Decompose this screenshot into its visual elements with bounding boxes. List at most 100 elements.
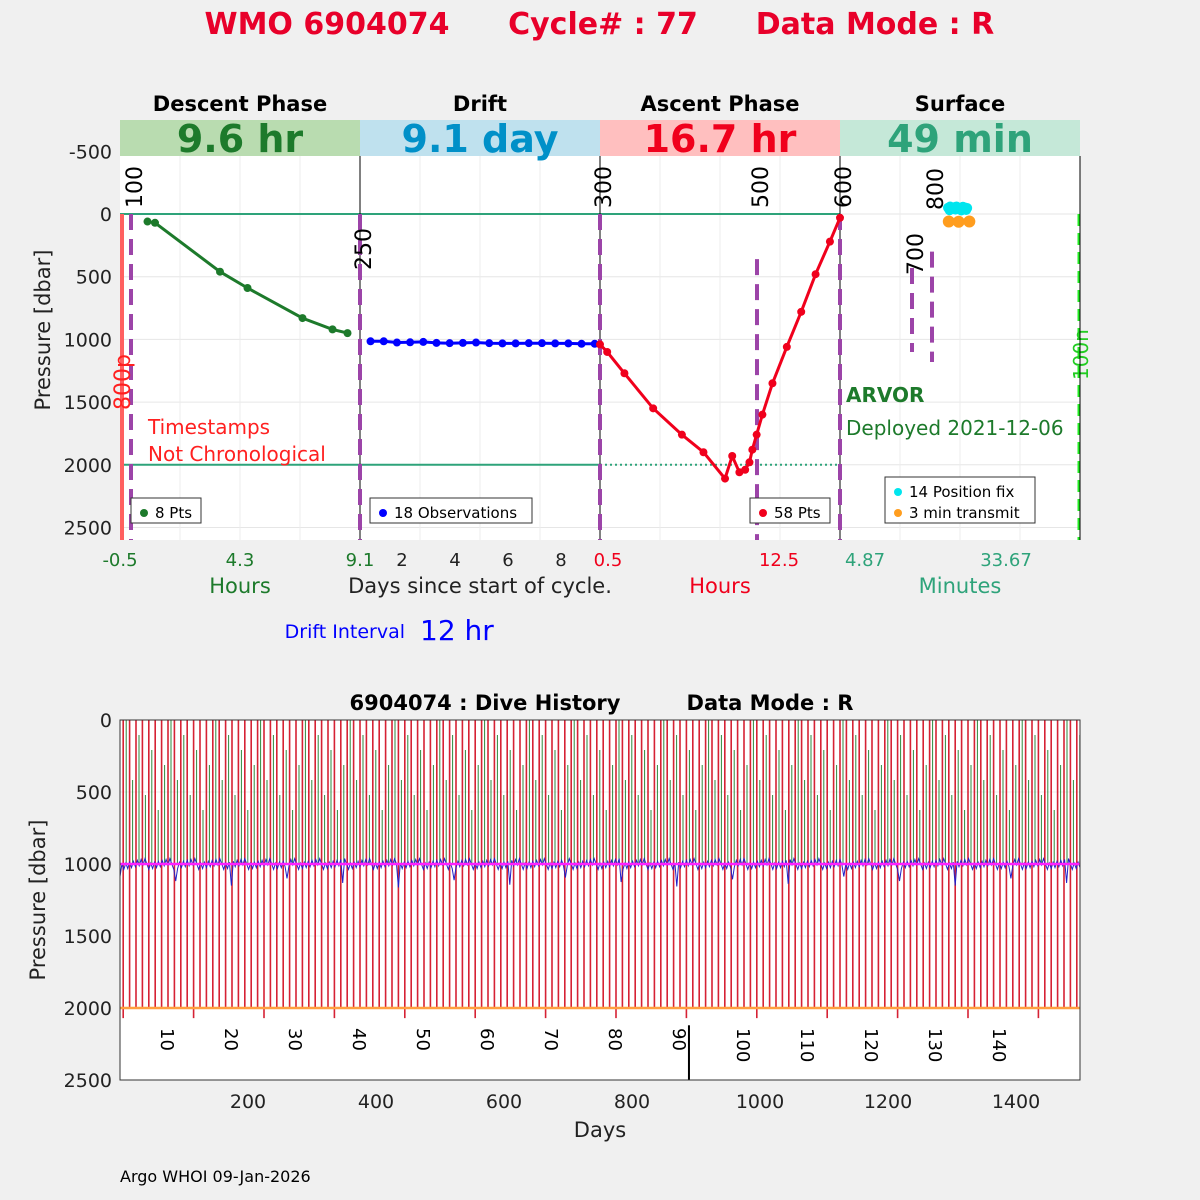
- marker-labels: 100 250 300 500 600 700 800 100n 800p: [111, 166, 1093, 410]
- position-fix-series: [943, 201, 973, 216]
- footer-credit: Argo WHOI 09-Jan-2026: [120, 1167, 311, 1186]
- ascent-series-point: [741, 465, 750, 474]
- x-tick-label: 4: [449, 550, 460, 571]
- x-tick-label: 4.3: [226, 550, 255, 571]
- marker-label: 300: [592, 166, 617, 208]
- y-tick-label: -500: [69, 141, 112, 163]
- legend-box: [369, 497, 533, 524]
- drift-series-point: [432, 338, 441, 347]
- transmit-point: [942, 215, 955, 228]
- cycle-label: 60: [476, 1028, 497, 1051]
- ascent-series-point: [677, 430, 686, 439]
- descent-series: [143, 217, 352, 338]
- drift-series-point: [485, 339, 494, 348]
- y-tick-label: 2000: [64, 455, 112, 477]
- history-frame: [119, 719, 1081, 1081]
- y-axis-label: Pressure [dbar]: [31, 250, 55, 411]
- cycle-label: 20: [220, 1028, 241, 1051]
- legend-marker: [759, 509, 767, 517]
- legend-label: 18 Observations: [394, 504, 517, 522]
- legend-label: 3 min transmit: [909, 504, 1020, 522]
- phase-markers: [129, 214, 1081, 540]
- annotation-arvor: ARVOR: [846, 383, 924, 407]
- phase-band: [600, 120, 840, 156]
- ascent-series-point: [620, 369, 629, 378]
- annotation-timestamps: Timestamps: [147, 415, 270, 439]
- descent-series-point: [243, 284, 252, 292]
- legend-label: 8 Pts: [155, 504, 192, 522]
- x-tick-label: 1200: [864, 1091, 912, 1113]
- ascent-series-point: [649, 404, 658, 413]
- drift-series-point: [472, 338, 481, 347]
- marker-label: 100n: [1069, 329, 1093, 380]
- drift-series-point: [419, 337, 428, 346]
- cycle-label: 110: [796, 1028, 817, 1062]
- x-tick-label: 600: [486, 1091, 522, 1113]
- drift-history: [119, 856, 1081, 1010]
- x-axis-label: Days: [574, 1118, 626, 1142]
- legend-marker: [894, 509, 902, 517]
- ascent-series-point: [745, 458, 754, 467]
- y-axis: -500 0 500 1000 1500 2000 2500 Pressure [dbar]: [31, 141, 1081, 540]
- legend-marker: [140, 509, 148, 517]
- descent-start-marker: [120, 214, 124, 540]
- x-tick-label: 6: [502, 550, 513, 571]
- x-axis-label: Hours: [209, 574, 271, 598]
- legend-label: 14 Position fix: [909, 483, 1014, 501]
- ascent-series-point: [721, 474, 730, 483]
- y-tick-label: 0: [100, 204, 112, 226]
- legend: 14 Position fix 3 min transmit: [884, 476, 1036, 524]
- phase-band: [840, 120, 1080, 156]
- cycle-label: 130: [924, 1028, 945, 1062]
- phase-name: Descent Phase: [153, 92, 327, 116]
- phase-duration: 16.7 hr: [644, 117, 797, 161]
- y-tick-label: 1000: [64, 329, 112, 351]
- cycle-label: 100: [732, 1028, 753, 1062]
- legend-box: [884, 476, 1036, 524]
- drift-series-point: [524, 339, 533, 348]
- y-tick-label: 2000: [64, 998, 112, 1020]
- descent-series-point: [151, 218, 159, 227]
- marker-label: 700: [904, 233, 929, 275]
- marker-label: 600: [832, 166, 857, 208]
- ascent-series-point: [596, 340, 604, 349]
- y-tick-label: 1500: [64, 926, 112, 948]
- x-tick-label: 8: [555, 550, 566, 571]
- descent-series-point: [143, 217, 152, 226]
- cycle-label: 30: [284, 1028, 305, 1051]
- cycle-label: 40: [348, 1028, 369, 1051]
- annotation-deployed: Deployed 2021-12-06: [846, 416, 1064, 440]
- descent-series-point: [216, 267, 224, 276]
- x-axis-label: Days since start of cycle.: [348, 574, 612, 598]
- transmit-point: [952, 215, 965, 228]
- ascent-series-point: [728, 452, 737, 460]
- phase-name: Drift: [453, 92, 507, 116]
- title-data-mode: Data Mode : R: [756, 7, 994, 42]
- ascent-series-point: [699, 448, 708, 457]
- position-fix-point: [961, 205, 972, 216]
- cycle-label: 70: [540, 1028, 561, 1051]
- y-tick-label: 2500: [64, 517, 112, 539]
- legend-marker: [379, 509, 387, 517]
- drift-series-point: [564, 339, 573, 348]
- title-wmo: WMO 6904074: [204, 7, 449, 42]
- x-tick-label: 800: [614, 1091, 650, 1113]
- legend: 8 Pts: [130, 497, 202, 524]
- marker-label: 250: [352, 228, 377, 270]
- x-tick-label: 1400: [992, 1091, 1040, 1113]
- history-data-mode: Data Mode : R: [687, 691, 854, 715]
- title-cycle: Cycle# : 77: [508, 7, 698, 42]
- cycle-label: 90: [668, 1028, 689, 1051]
- drift-series-point: [445, 339, 454, 348]
- drift-series-point: [379, 337, 388, 346]
- phase-duration: 9.6 hr: [177, 117, 304, 161]
- ascent-series-point: [752, 430, 761, 439]
- drift-interval-value: 12 hr: [420, 614, 494, 647]
- ascent-series-point: [758, 410, 767, 419]
- cycle-label: 10: [156, 1028, 177, 1051]
- drift-series-point: [511, 339, 520, 348]
